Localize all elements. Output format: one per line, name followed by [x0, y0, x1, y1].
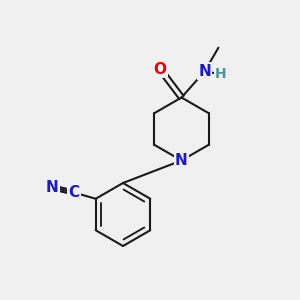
Text: N: N: [46, 180, 58, 195]
Text: H: H: [215, 67, 226, 80]
Text: N: N: [199, 64, 211, 79]
Text: C: C: [69, 185, 80, 200]
Text: N: N: [175, 153, 188, 168]
Text: O: O: [153, 61, 167, 76]
